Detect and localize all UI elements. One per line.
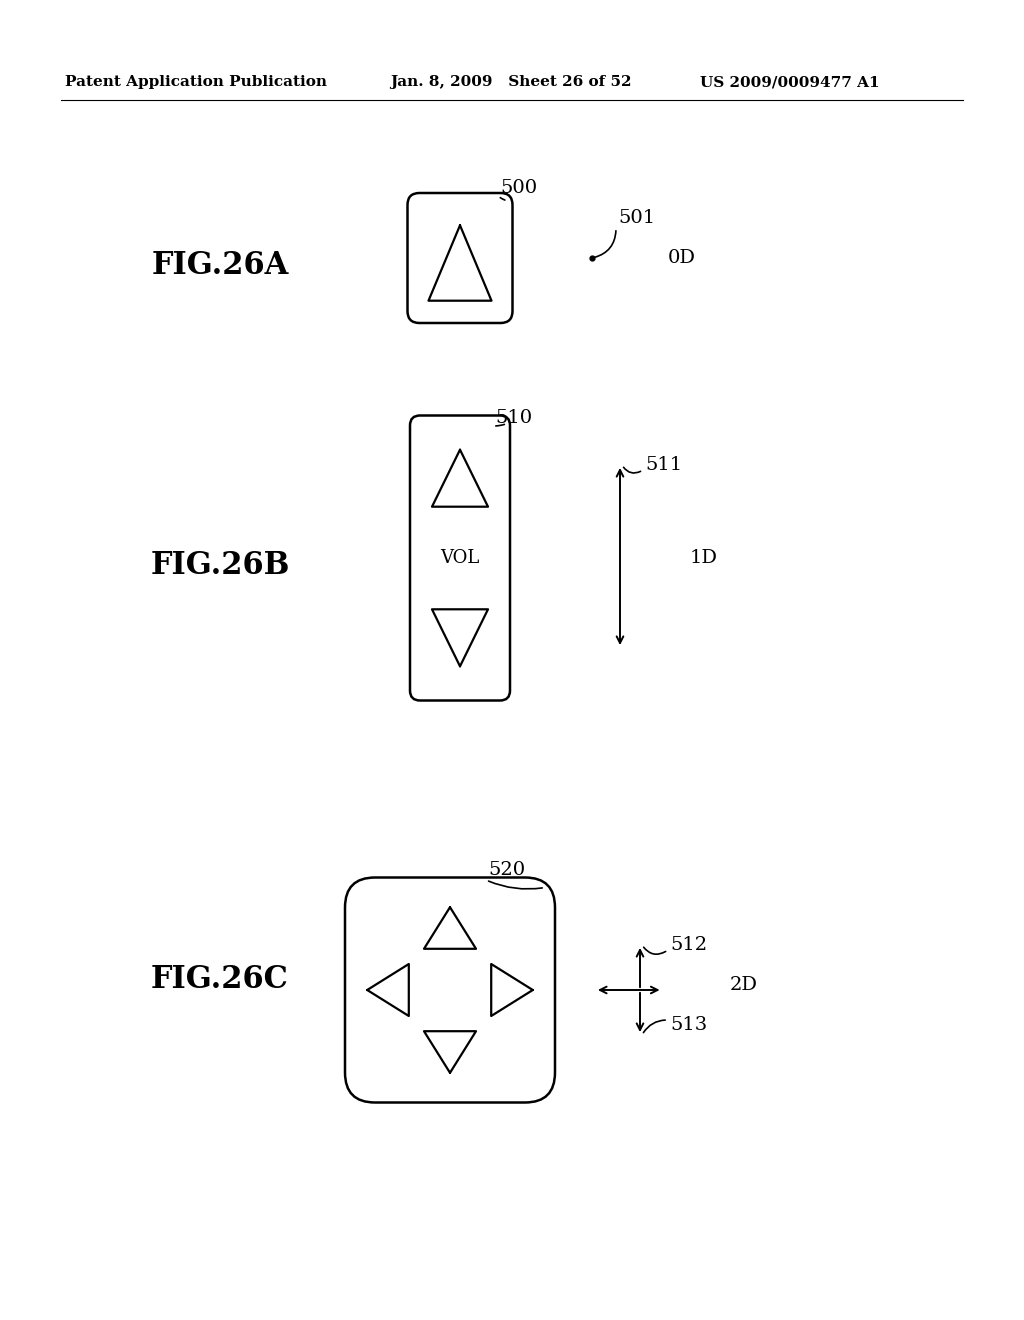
Text: 1D: 1D [690,549,718,568]
FancyBboxPatch shape [345,878,555,1102]
Text: FIG.26C: FIG.26C [152,965,289,995]
Text: 501: 501 [618,209,655,227]
Text: FIG.26A: FIG.26A [152,249,289,281]
Text: Patent Application Publication: Patent Application Publication [65,75,327,88]
FancyBboxPatch shape [410,416,510,701]
FancyBboxPatch shape [408,193,512,323]
Text: 512: 512 [670,936,708,954]
Text: 2D: 2D [730,975,758,994]
Text: 513: 513 [670,1016,708,1034]
Text: 0D: 0D [668,249,696,267]
Text: FIG.26B: FIG.26B [151,549,290,581]
Text: 520: 520 [488,861,525,879]
Text: 511: 511 [645,455,682,474]
Text: VOL: VOL [440,549,479,568]
Text: 500: 500 [500,180,538,197]
Text: Jan. 8, 2009   Sheet 26 of 52: Jan. 8, 2009 Sheet 26 of 52 [390,75,632,88]
Text: 510: 510 [495,409,532,426]
Text: US 2009/0009477 A1: US 2009/0009477 A1 [700,75,880,88]
